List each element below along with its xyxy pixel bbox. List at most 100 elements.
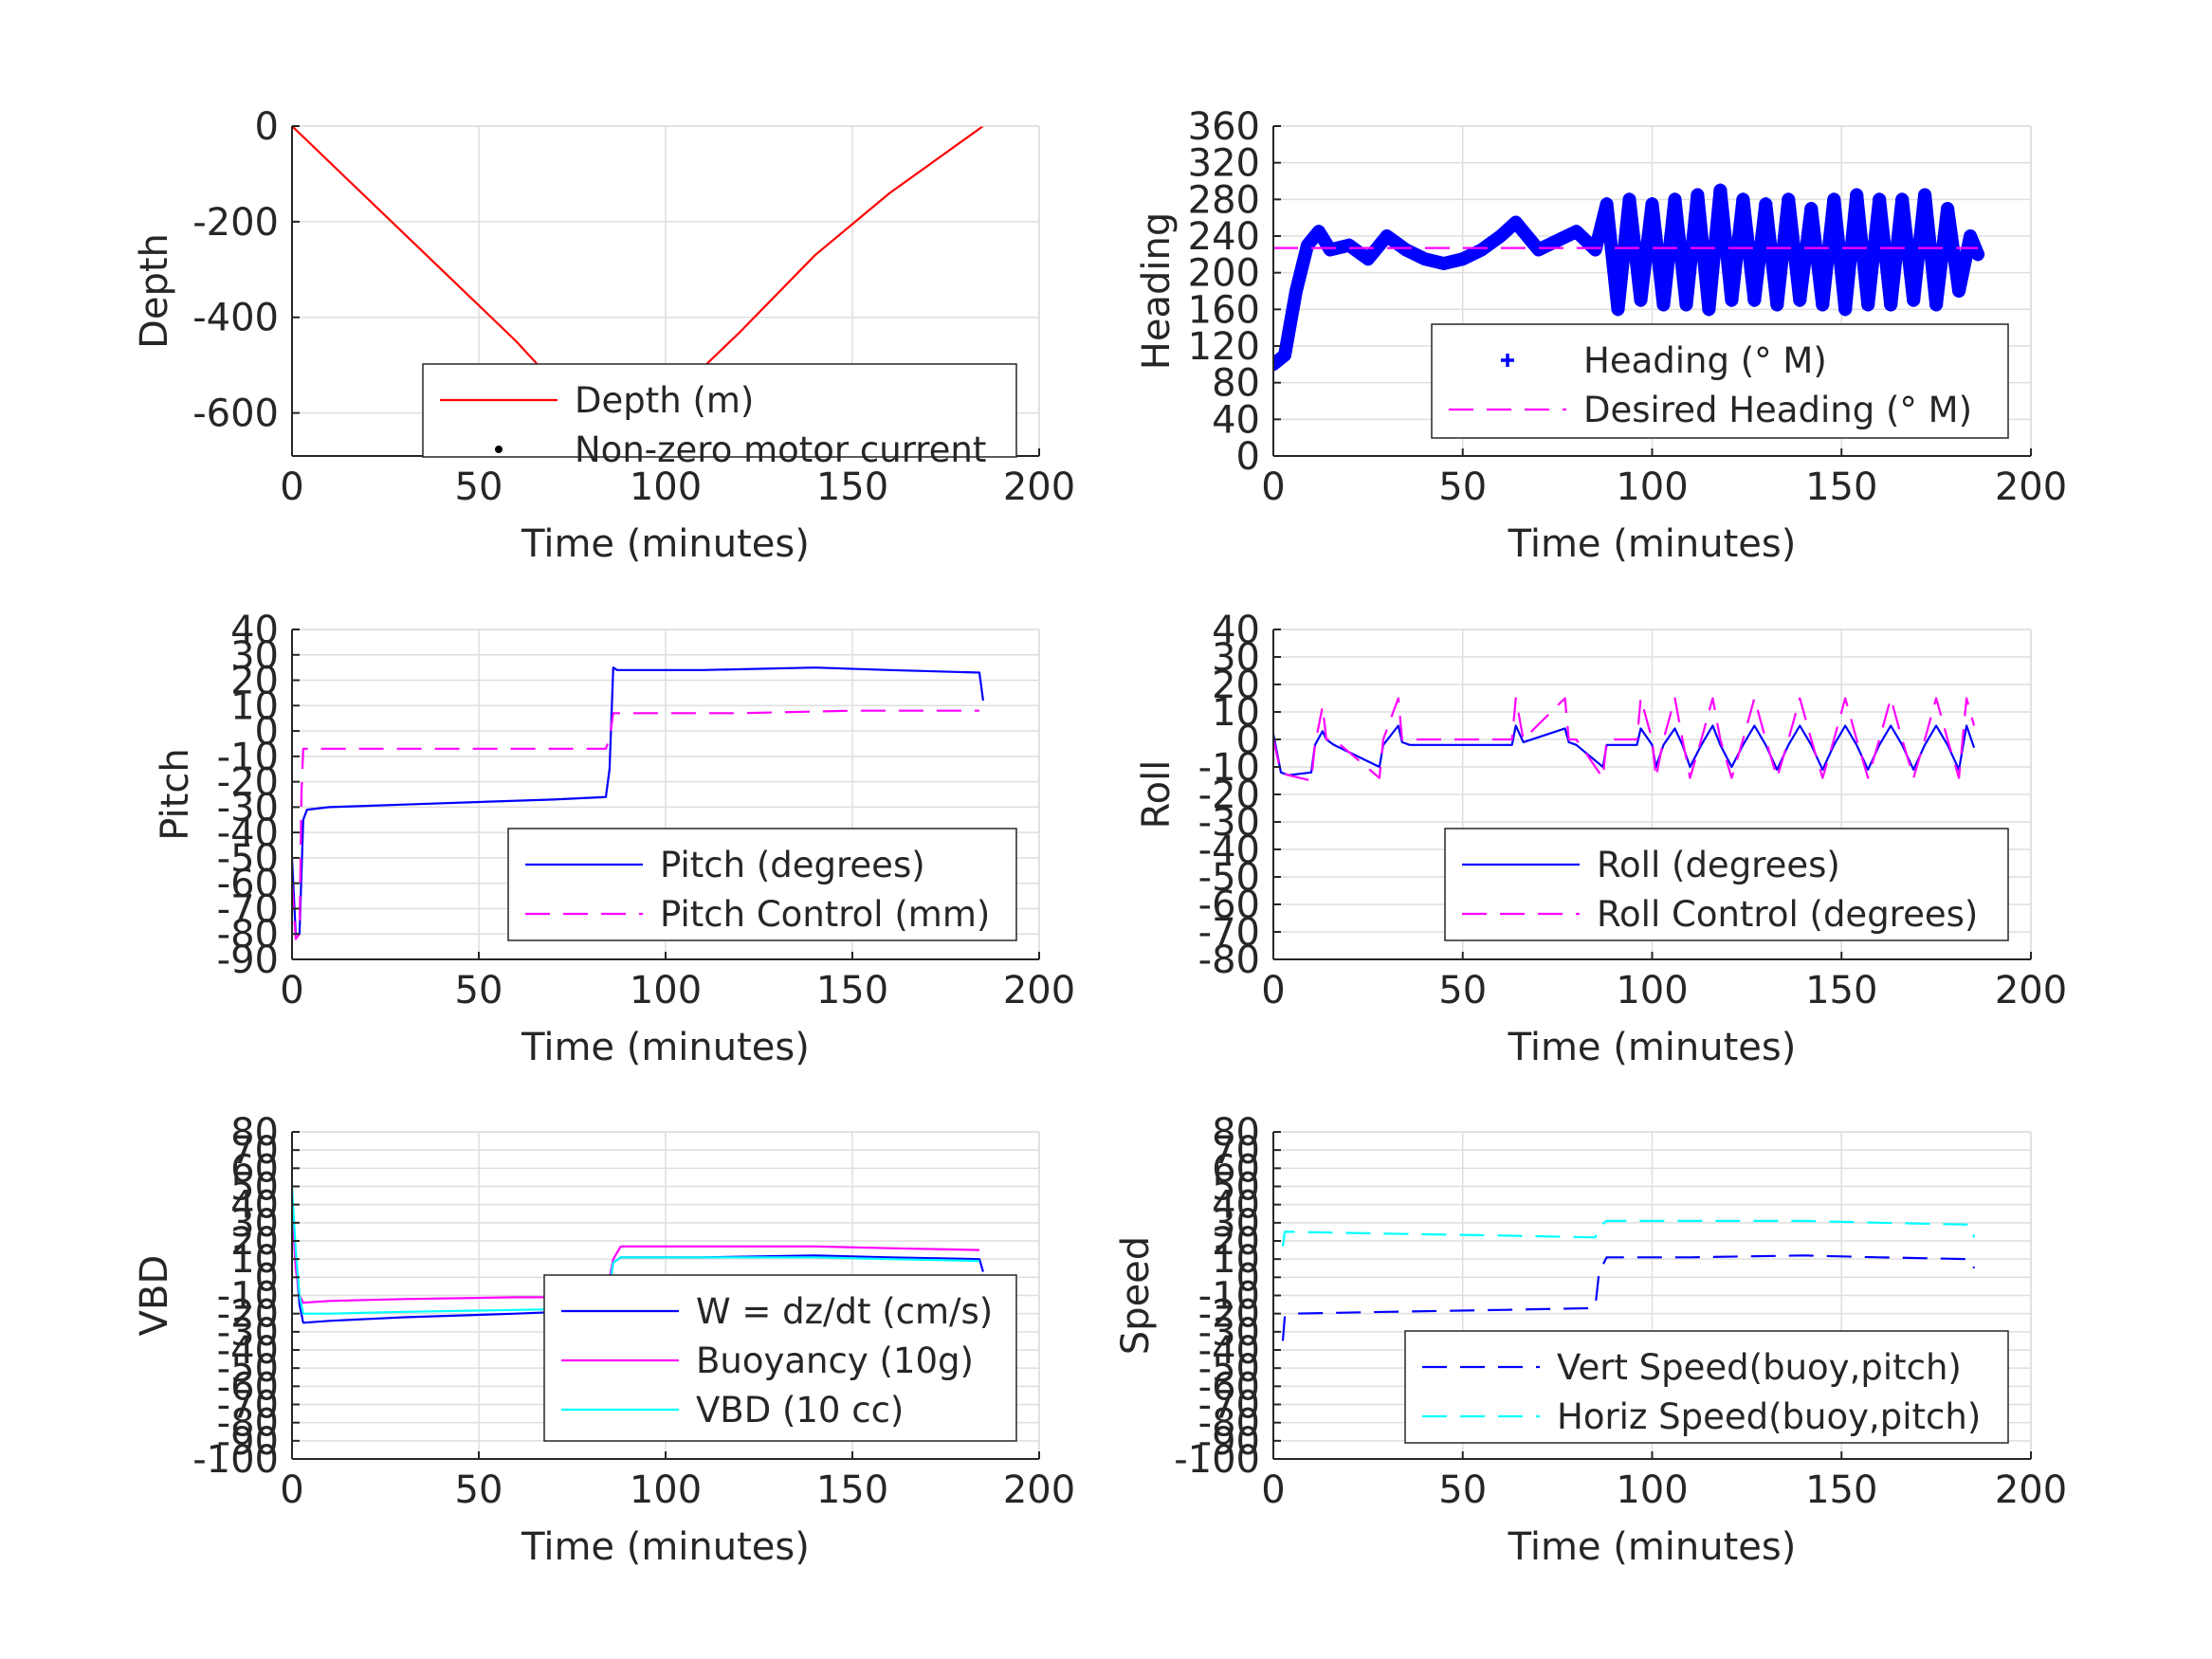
y-tick-label: 240 — [1188, 215, 1260, 259]
x-tick-label: 200 — [1003, 969, 1075, 1012]
heading-marker — [1493, 229, 1508, 243]
x-tick-label: 100 — [630, 465, 702, 509]
x-tick-label: 50 — [455, 969, 503, 1012]
legend-label: Non-zero motor current — [575, 429, 986, 470]
x-tick-label: 100 — [630, 1468, 702, 1512]
y-tick-label: 20 — [1212, 664, 1260, 707]
x-tick-label: 200 — [1995, 969, 2067, 1012]
heading-marker — [1611, 302, 1625, 317]
y-tick-label: -10 — [1198, 1275, 1260, 1319]
legend-box — [1431, 323, 2009, 439]
legend-box — [543, 1274, 1017, 1442]
legend-label: Roll Control (degrees) — [1597, 894, 1978, 935]
subplot-depth: 0 50 100 150 200 0 -200 -400 -600 Time (minutes) D… — [133, 105, 1075, 566]
series-roll-1-line — [1273, 697, 1976, 782]
y-tick-label: -20 — [217, 761, 279, 805]
x-axis-label: Time (minutes) — [1508, 522, 1797, 566]
heading-marker — [1804, 202, 1819, 215]
x-tick-label: 50 — [1438, 465, 1487, 509]
x-tick-label: 50 — [1438, 1468, 1487, 1512]
y-tick-label: -20 — [1198, 1293, 1260, 1337]
y-axis-label: Speed — [1114, 1236, 1158, 1355]
x-tick-label: 200 — [1995, 465, 2067, 509]
legend: W = dz/dt (cm/s) Buoyancy (10g) VBD (10 cc… — [543, 1274, 1017, 1442]
heading-marker — [1656, 298, 1671, 312]
heading-marker — [1971, 247, 1985, 262]
y-tick-label: -50 — [1198, 1347, 1260, 1391]
heading-marker — [1770, 298, 1784, 312]
heading-marker — [1918, 188, 1932, 202]
series-speed-1-line — [1281, 1219, 1976, 1247]
heading-marker — [1747, 293, 1762, 307]
y-tick-label: -60 — [1198, 1365, 1260, 1409]
heading-marker — [1550, 233, 1564, 247]
subplot-speed: 0 50 100 150 20080706050403020100-10-20-30-4… — [1114, 1111, 2067, 1569]
y-tick-label: -80 — [1198, 939, 1260, 982]
y-tick-label: -40 — [1198, 1329, 1260, 1373]
y-tick-label: 0 — [1236, 719, 1260, 762]
y-axis-label: Heading — [1135, 212, 1179, 370]
heading-marker — [1398, 243, 1413, 257]
x-tick-label: 200 — [1995, 1468, 2067, 1512]
y-tick-label: 30 — [230, 1202, 279, 1246]
heading-marker — [1907, 293, 1921, 307]
y-tick-label: -90 — [217, 939, 279, 982]
y-tick-label: -80 — [217, 913, 279, 957]
x-tick-label: 0 — [280, 465, 303, 509]
x-tick-label: 100 — [630, 969, 702, 1012]
y-axis-label: VBD — [133, 1255, 176, 1337]
heading-marker — [1342, 238, 1356, 252]
y-tick-label: -60 — [217, 863, 279, 906]
y-tick-label: 200 — [1188, 252, 1260, 296]
legend: Roll (degrees) Roll Control (degrees) — [1444, 828, 2009, 941]
heading-marker — [1668, 192, 1682, 207]
y-tick-label: -10 — [1198, 746, 1260, 790]
x-tick-label: 150 — [1805, 465, 1877, 509]
x-tick-label: 200 — [1003, 465, 1075, 509]
heading-marker — [1436, 257, 1451, 270]
series-group — [1273, 183, 1985, 372]
x-tick-label: 0 — [1261, 1468, 1285, 1512]
heading-marker — [1273, 357, 1280, 372]
legend-label: Buoyancy (10g) — [696, 1340, 974, 1381]
x-tick-label: 200 — [1003, 1468, 1075, 1512]
legend-box — [1444, 828, 2009, 941]
y-tick-label: 360 — [1188, 105, 1260, 149]
series-group — [1281, 1219, 1976, 1341]
y-tick-label: -40 — [217, 1329, 279, 1373]
heading-marker — [1588, 243, 1602, 257]
heading-marker — [1691, 188, 1705, 202]
y-tick-label: 120 — [1188, 325, 1260, 369]
x-tick-label: 0 — [280, 969, 303, 1012]
y-tick-label: -50 — [1198, 856, 1260, 900]
y-tick-label: 20 — [1212, 1220, 1260, 1264]
y-tick-label: 20 — [230, 660, 279, 703]
legend-box — [1404, 1330, 2009, 1444]
y-tick-label: -90 — [1198, 1420, 1260, 1464]
y-tick-label: -40 — [1198, 829, 1260, 872]
subplot-pitch: 0 50 100 150 200403020100-10-20-30-40-50-60-… — [154, 609, 1075, 1069]
y-tick-label: 0 — [1236, 435, 1260, 479]
heading-marker — [1600, 197, 1614, 211]
y-tick-label: -200 — [192, 201, 279, 245]
heading-marker — [1873, 192, 1887, 207]
legend-marker — [495, 446, 503, 453]
y-tick-label: 10 — [230, 684, 279, 728]
heading-marker — [1736, 192, 1750, 207]
y-tick-label: 0 — [1236, 1256, 1260, 1300]
x-tick-label: 150 — [816, 465, 888, 509]
legend-marker — [1501, 354, 1514, 367]
y-tick-label: -20 — [217, 1293, 279, 1337]
legend-label: Desired Heading (° M) — [1583, 390, 1972, 430]
heading-marker — [1455, 252, 1470, 266]
y-tick-label: 30 — [1212, 636, 1260, 680]
series-group — [1273, 697, 1976, 782]
y-axis-label: Depth — [133, 233, 176, 349]
x-axis-label: Time (minutes) — [521, 1525, 810, 1569]
y-tick-label: -70 — [217, 887, 279, 931]
y-tick-label: 80 — [230, 1111, 279, 1155]
heading-marker — [1311, 225, 1325, 239]
heading-marker — [1300, 238, 1314, 252]
heading-marker — [1861, 298, 1875, 312]
